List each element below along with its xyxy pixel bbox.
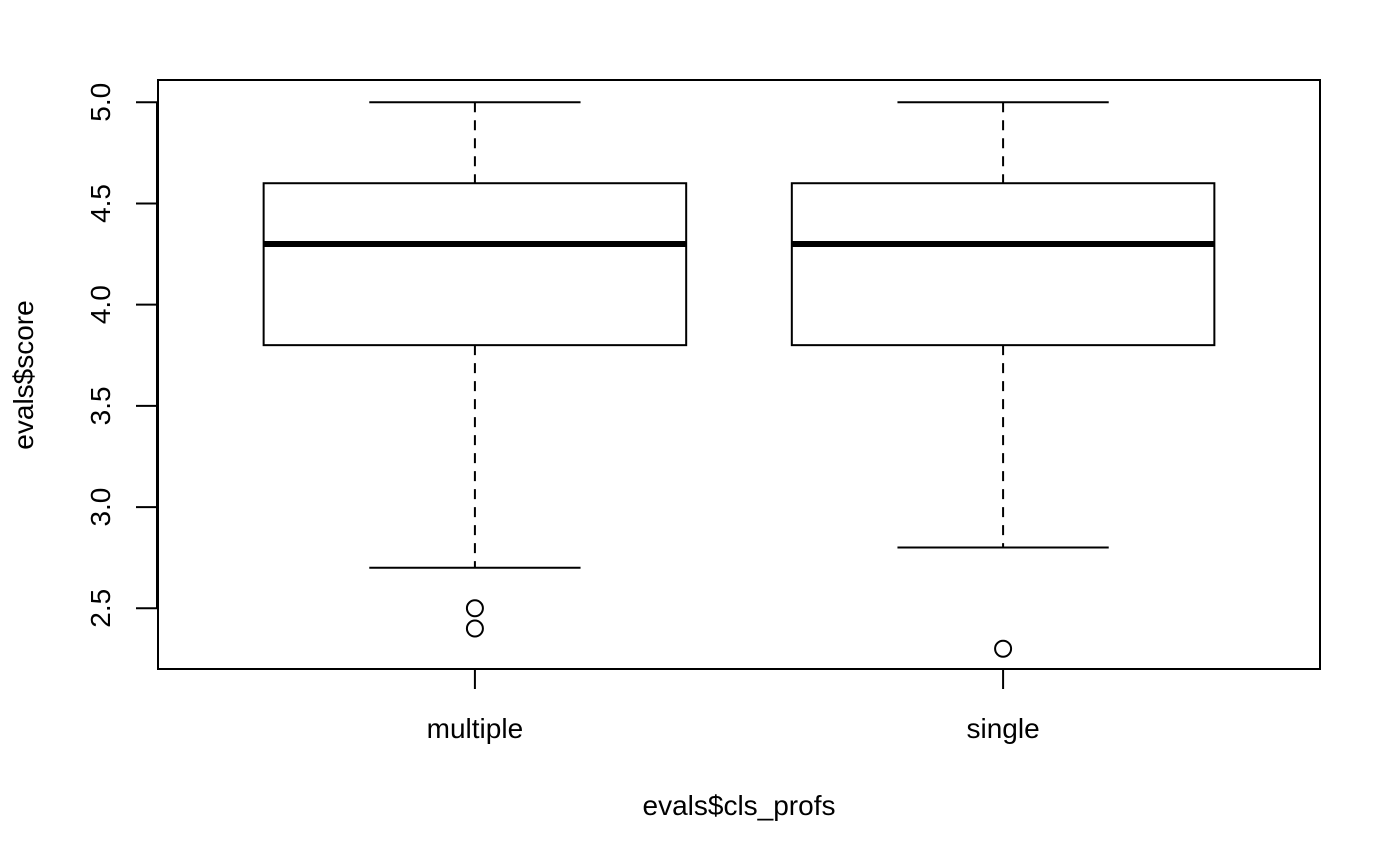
y-tick-label: 5.0: [85, 83, 116, 122]
x-tick-label: multiple: [427, 713, 523, 744]
y-tick-label: 3.5: [85, 386, 116, 425]
y-axis: 2.5 3.0 3.5 4.0 4.5 5.0: [85, 83, 158, 628]
plot-frame: [157, 79, 1321, 670]
outlier-point: [465, 619, 484, 638]
box-iqr: [790, 182, 1216, 347]
y-tick-label: 2.5: [85, 589, 116, 628]
y-tick-label: 3.0: [85, 488, 116, 527]
outlier-point: [465, 599, 484, 618]
y-axis-title: evals$score: [8, 300, 39, 449]
box-single: [790, 101, 1216, 658]
box-multiple: [262, 101, 688, 638]
x-axis-title: evals$cls_profs: [643, 790, 836, 821]
y-tick-label: 4.5: [85, 184, 116, 223]
x-tick-label: single: [967, 713, 1040, 744]
x-axis: multiple single: [427, 669, 1040, 744]
y-tick-label: 4.0: [85, 285, 116, 324]
boxes-layer: [262, 101, 1216, 658]
outlier-point: [994, 639, 1013, 658]
box-iqr: [262, 182, 688, 347]
